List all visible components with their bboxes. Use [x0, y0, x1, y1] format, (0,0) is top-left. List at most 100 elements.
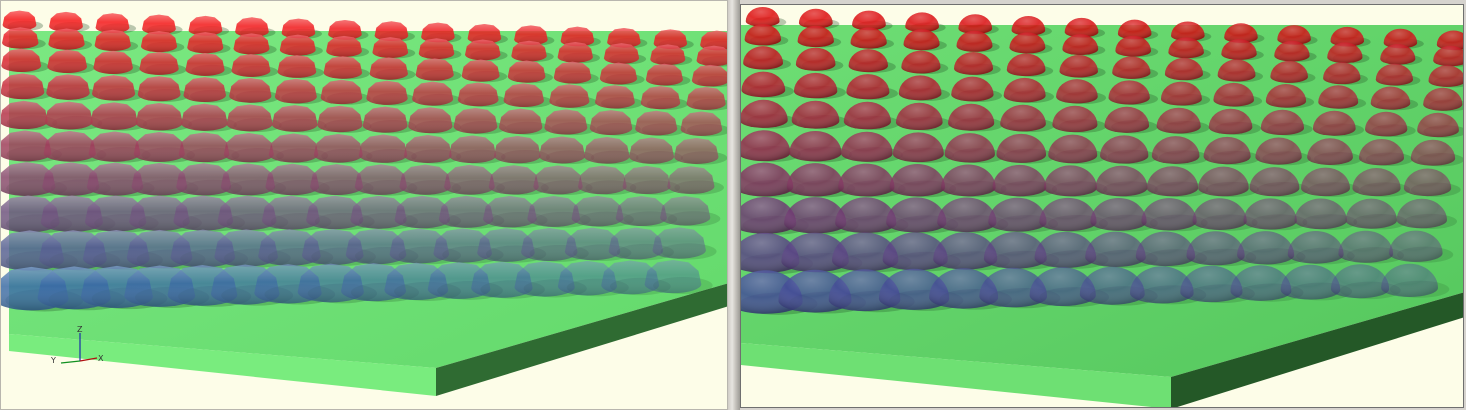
dome-highlight	[599, 62, 638, 85]
dome-highlight	[557, 41, 593, 63]
dome-highlight	[1062, 34, 1099, 55]
dome-highlight	[229, 77, 272, 103]
dome-highlight	[142, 14, 176, 35]
dome-highlight	[374, 21, 409, 41]
dome-highlight	[1383, 28, 1418, 49]
dome-highlight	[595, 85, 635, 109]
dome-highlight	[1330, 264, 1390, 299]
dome-highlight	[1, 100, 48, 130]
dome-highlight	[448, 135, 497, 164]
dome-highlight	[94, 29, 131, 51]
dome-highlight	[1338, 230, 1394, 263]
dome-highlight	[905, 12, 939, 33]
dome-highlight	[996, 133, 1047, 163]
dome-highlight	[277, 55, 317, 78]
dome-highlight	[848, 49, 888, 73]
dome-highlight	[477, 228, 535, 262]
dome-highlight	[279, 34, 316, 56]
dome-highlight	[1048, 134, 1098, 164]
dome-highlight	[514, 25, 548, 45]
dome-highlight	[1370, 86, 1411, 110]
dome-highlight	[323, 56, 363, 79]
dome-highlight	[1168, 37, 1204, 59]
viewport-left[interactable]: Z X Y	[0, 0, 728, 410]
dome-highlight	[421, 22, 455, 43]
dome-highlight	[418, 38, 455, 60]
dome-highlight	[886, 197, 947, 233]
dome-highlight	[1243, 198, 1297, 230]
dome-highlight	[741, 162, 794, 197]
dome-highlight	[1345, 198, 1397, 229]
dome-highlight	[511, 40, 547, 62]
dome-highlight	[220, 163, 276, 196]
dome-highlight	[1079, 266, 1145, 305]
dome-highlight	[846, 74, 890, 100]
viewport-right[interactable]	[740, 4, 1464, 408]
dome-highlight	[533, 165, 583, 195]
dome-highlight	[1141, 198, 1197, 231]
dome-highlight	[415, 58, 454, 81]
dome-highlight	[217, 195, 277, 231]
dome-highlight	[366, 80, 408, 105]
dome-highlight	[741, 130, 791, 162]
dome-highlight	[1198, 166, 1249, 197]
dome-highlight	[601, 260, 660, 295]
dome-highlight	[645, 63, 683, 86]
dome-highlight	[93, 50, 133, 74]
dome-highlight	[954, 52, 993, 75]
dome-highlight	[461, 59, 500, 82]
dome-highlight	[133, 132, 185, 162]
dome-highlight	[369, 57, 408, 80]
dome-highlight	[791, 100, 840, 129]
axis-x-label: X	[98, 354, 104, 363]
dome-highlight	[1375, 63, 1413, 86]
dome-highlight	[1104, 106, 1150, 133]
dome-highlight	[412, 81, 454, 106]
dome-highlight	[941, 164, 996, 197]
dome-highlight	[394, 195, 451, 229]
dome-highlight	[700, 30, 727, 51]
dome-highlight	[901, 50, 941, 74]
dome-highlight	[1230, 265, 1292, 301]
dome-highlight	[1029, 267, 1096, 306]
dome-highlight	[895, 102, 943, 131]
dome-highlight	[1095, 165, 1148, 197]
dome-highlight	[1410, 139, 1456, 166]
dome-highlight	[1, 130, 52, 162]
dome-highlight	[667, 166, 715, 194]
dome-highlight	[1433, 45, 1463, 67]
dome-highlight	[1034, 231, 1097, 268]
dome-highlight	[1117, 19, 1152, 40]
dome-highlight	[1203, 136, 1251, 165]
axis-triad: Z X Y	[49, 325, 109, 369]
dome-highlight	[1301, 167, 1350, 197]
dome-highlight	[1237, 231, 1295, 265]
dome-highlight	[358, 134, 408, 163]
dome-highlight	[841, 131, 893, 162]
dome-highlight	[438, 195, 494, 228]
dome-highlight	[653, 29, 688, 49]
dome-highlight	[328, 19, 362, 40]
dome-highlight	[1006, 53, 1046, 77]
dome-highlight	[983, 231, 1047, 269]
dome-highlight	[892, 132, 944, 163]
dome-highlight	[903, 29, 940, 51]
dome-highlight	[181, 103, 228, 131]
dome-highlight	[838, 163, 895, 197]
viewport-splitter[interactable]	[728, 0, 740, 410]
dome-highlight	[795, 47, 836, 71]
dome-highlight	[507, 60, 546, 83]
dome-highlight	[178, 132, 230, 163]
dome-highlight	[43, 131, 96, 162]
scene-3d-right[interactable]	[741, 5, 1464, 408]
dome-highlight	[95, 13, 130, 33]
dome-highlight	[140, 30, 178, 53]
dome-highlight	[798, 8, 833, 29]
dome-highlight	[231, 54, 271, 77]
dome-highlight	[1249, 167, 1300, 197]
dome-highlight	[1330, 26, 1365, 47]
dome-highlight	[937, 197, 997, 233]
dome-highlight	[503, 83, 544, 108]
dome-highlight	[86, 162, 144, 196]
scene-3d-left[interactable]	[1, 1, 728, 410]
